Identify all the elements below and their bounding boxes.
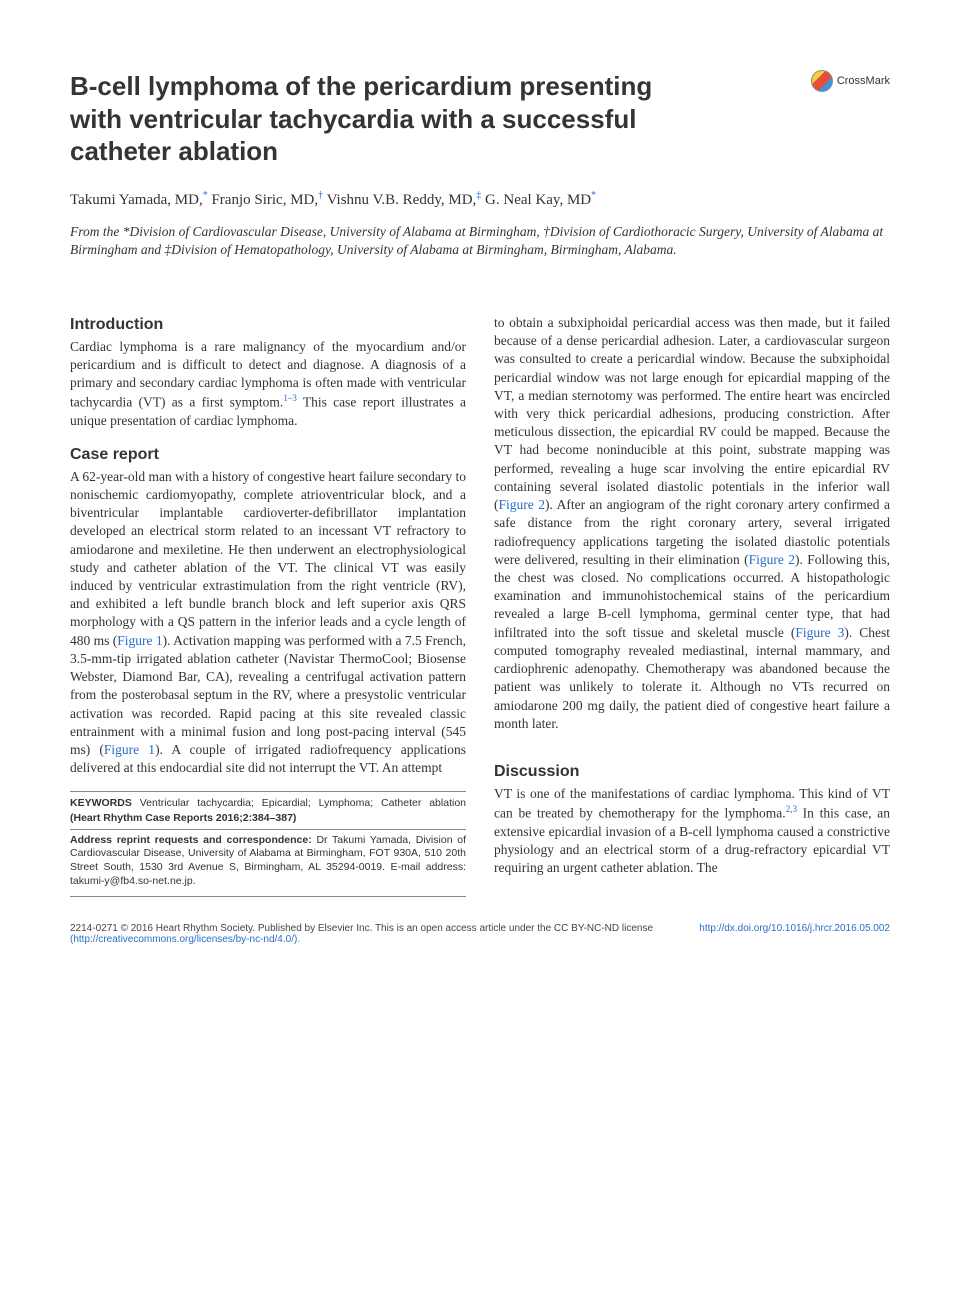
case-report-heading: Case report: [70, 444, 466, 466]
figure-link[interactable]: Figure 1: [117, 633, 162, 648]
correspondence-label: Address reprint requests and corresponde…: [70, 834, 312, 846]
crossmark-label: CrossMark: [837, 75, 890, 87]
authors-line: Takumi Yamada, MD,* Franjo Siric, MD,† V…: [70, 190, 890, 209]
affiliations: From the *Division of Cardiovascular Dis…: [70, 223, 890, 259]
author: Franjo Siric, MD,: [211, 192, 318, 208]
copyright-line: 2214-0271 © 2016 Heart Rhythm Society. P…: [70, 923, 653, 934]
figure-link[interactable]: Figure 2: [499, 497, 545, 512]
license-link[interactable]: (http://creativecommons.org/licenses/by-…: [70, 934, 653, 945]
keywords-citation: (Heart Rhythm Case Reports 2016;2:384–38…: [70, 812, 296, 824]
discussion-heading: Discussion: [494, 761, 890, 783]
keywords-box: KEYWORDS Ventricular tachycardia; Epicar…: [70, 791, 466, 829]
author: G. Neal Kay, MD: [485, 192, 591, 208]
ref-link[interactable]: 1–3: [283, 393, 297, 403]
page-footer: 2214-0271 © 2016 Heart Rhythm Society. P…: [70, 923, 890, 945]
case-report-body-2: to obtain a subxiphoidal pericardial acc…: [494, 314, 890, 733]
figure-link[interactable]: Figure 3: [795, 625, 844, 640]
footer-right: http://dx.doi.org/10.1016/j.hrcr.2016.05…: [699, 923, 890, 945]
doi-link[interactable]: http://dx.doi.org/10.1016/j.hrcr.2016.05…: [699, 923, 890, 934]
introduction-heading: Introduction: [70, 314, 466, 336]
left-column: Introduction Cardiac lymphoma is a rare …: [70, 314, 466, 897]
case-report-body-1: A 62-year-old man with a history of cong…: [70, 468, 466, 778]
author-mark: *: [591, 190, 596, 201]
crossmark-icon: [811, 70, 833, 92]
article-title: B-cell lymphoma of the pericardium prese…: [70, 70, 710, 168]
keywords-text: Ventricular tachycardia; Epicardial; Lym…: [140, 797, 466, 809]
correspondence-box: Address reprint requests and corresponde…: [70, 830, 466, 898]
figure-link[interactable]: Figure 1: [104, 742, 155, 757]
keywords-label: KEYWORDS: [70, 797, 132, 809]
ref-link[interactable]: 2,3: [786, 804, 797, 814]
figure-link[interactable]: Figure 2: [749, 552, 795, 567]
right-column: to obtain a subxiphoidal pericardial acc…: [494, 314, 890, 897]
introduction-body: Cardiac lymphoma is a rare malignancy of…: [70, 338, 466, 431]
author: Takumi Yamada, MD,: [70, 192, 203, 208]
discussion-body: VT is one of the manifestations of cardi…: [494, 785, 890, 878]
author-mark: *: [203, 190, 208, 201]
author-mark: †: [318, 190, 323, 201]
author-mark: ‡: [476, 190, 481, 201]
crossmark-badge[interactable]: CrossMark: [811, 70, 890, 92]
author: Vishnu V.B. Reddy, MD,: [327, 192, 477, 208]
footer-left: 2214-0271 © 2016 Heart Rhythm Society. P…: [70, 923, 653, 945]
